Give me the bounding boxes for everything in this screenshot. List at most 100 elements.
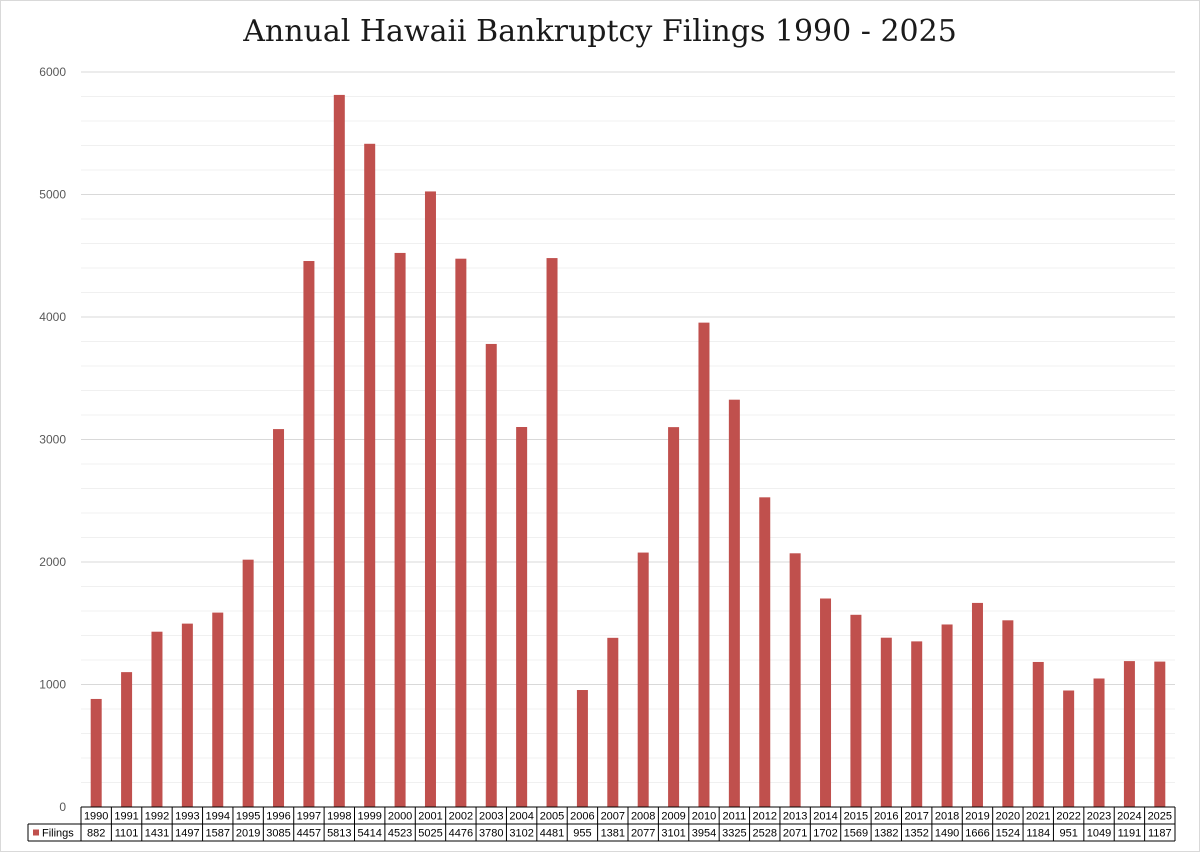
data-table-value: 1101: [115, 828, 139, 840]
data-table-value: 1490: [935, 828, 959, 840]
x-tick-label: 1996: [266, 811, 290, 823]
bar: [242, 559, 254, 807]
x-tick-label: 1990: [84, 811, 108, 823]
bar: [820, 598, 832, 807]
y-tick-label: 4000: [39, 310, 66, 324]
x-tick-label: 2006: [570, 811, 594, 823]
bar: [941, 624, 953, 807]
data-table-value: 4523: [388, 828, 412, 840]
data-table-value: 4457: [297, 828, 321, 840]
x-tick-label: 2019: [965, 811, 989, 823]
chart-title: Annual Hawaii Bankruptcy Filings 1990 - …: [243, 14, 957, 49]
bar: [698, 322, 710, 807]
x-tick-label: 2020: [996, 811, 1020, 823]
x-tick-label: 2022: [1056, 811, 1080, 823]
data-table-value: 1587: [206, 828, 230, 840]
bar: [1002, 620, 1014, 807]
data-table-value: 1666: [965, 828, 989, 840]
x-tick-label: 2001: [418, 811, 442, 823]
y-tick-label: 1000: [39, 678, 66, 692]
x-tick-label: 2000: [388, 811, 412, 823]
data-table-value: 1191: [1118, 828, 1142, 840]
data-table-value: 1381: [601, 828, 625, 840]
x-tick-label: 2012: [753, 811, 777, 823]
bar: [212, 612, 224, 807]
data-table-value: 1187: [1148, 828, 1172, 840]
data-table-value: 951: [1059, 828, 1077, 840]
bar: [546, 258, 558, 807]
x-tick-label: 2003: [479, 811, 503, 823]
bar: [303, 261, 315, 808]
bar: [181, 623, 193, 807]
x-tick-label: 2015: [844, 811, 868, 823]
data-table-value: 2019: [236, 828, 260, 840]
data-table-value: 5813: [327, 828, 351, 840]
x-tick-label: 1999: [357, 811, 381, 823]
bar: [455, 258, 467, 807]
data-table-value: 3102: [509, 828, 533, 840]
data-table-value: 1431: [145, 828, 169, 840]
bar: [607, 637, 619, 807]
bar: [121, 672, 133, 807]
data-table-value: 4476: [449, 828, 473, 840]
x-tick-label: 2014: [813, 811, 837, 823]
x-tick-label: 1992: [145, 811, 169, 823]
data-table-value: 3780: [479, 828, 503, 840]
data-table-value: 1569: [844, 828, 868, 840]
y-tick-label: 2000: [39, 555, 66, 569]
bar: [485, 343, 497, 807]
y-tick-label: 5000: [39, 188, 66, 202]
x-tick-label: 2002: [449, 811, 473, 823]
data-table-value: 2528: [753, 828, 777, 840]
bar: [394, 252, 406, 807]
bar: [1032, 661, 1044, 807]
data-table-value: 1184: [1026, 828, 1050, 840]
data-table-value: 3325: [722, 828, 746, 840]
x-tick-label: 2005: [540, 811, 564, 823]
y-tick-label: 0: [59, 800, 66, 814]
data-table-value: 882: [87, 828, 105, 840]
bar: [90, 698, 102, 807]
data-table-value: 2071: [783, 828, 807, 840]
bar: [637, 552, 649, 807]
x-tick-label: 2018: [935, 811, 959, 823]
bar: [971, 602, 983, 807]
bar: [728, 399, 740, 807]
bar: [364, 143, 376, 807]
data-table-value: 3954: [692, 828, 716, 840]
x-tick-label: 2016: [874, 811, 898, 823]
bar: [759, 497, 771, 807]
data-table-value: 1352: [904, 828, 928, 840]
bar: [1093, 678, 1105, 807]
x-tick-label: 2024: [1117, 811, 1141, 823]
bar: [151, 631, 163, 807]
x-tick-label: 2009: [661, 811, 685, 823]
x-tick-label: 1991: [114, 811, 138, 823]
bar: [1154, 661, 1166, 807]
data-table-value: 955: [573, 828, 591, 840]
y-tick-label: 3000: [39, 433, 66, 447]
bar: [789, 553, 801, 807]
x-tick-label: 2023: [1087, 811, 1111, 823]
y-tick-label: 6000: [39, 65, 66, 79]
data-table-value: 1702: [813, 828, 837, 840]
bar: [424, 191, 436, 807]
legend-label: Filings: [42, 828, 74, 840]
bar: [880, 637, 892, 807]
bar: [273, 429, 285, 807]
bar: [668, 427, 680, 807]
x-tick-label: 2011: [723, 811, 747, 823]
data-table-value: 5414: [357, 828, 381, 840]
x-tick-label: 2008: [631, 811, 655, 823]
bar: [850, 614, 862, 807]
x-tick-label: 2025: [1148, 811, 1172, 823]
data-table-value: 1497: [175, 828, 199, 840]
x-tick-label: 2007: [601, 811, 625, 823]
data-table-value: 5025: [418, 828, 442, 840]
data-table-value: 2077: [631, 828, 655, 840]
data-table-value: 1049: [1087, 828, 1111, 840]
x-tick-label: 2010: [692, 811, 716, 823]
x-tick-label: 2017: [904, 811, 928, 823]
bar: [333, 94, 345, 808]
